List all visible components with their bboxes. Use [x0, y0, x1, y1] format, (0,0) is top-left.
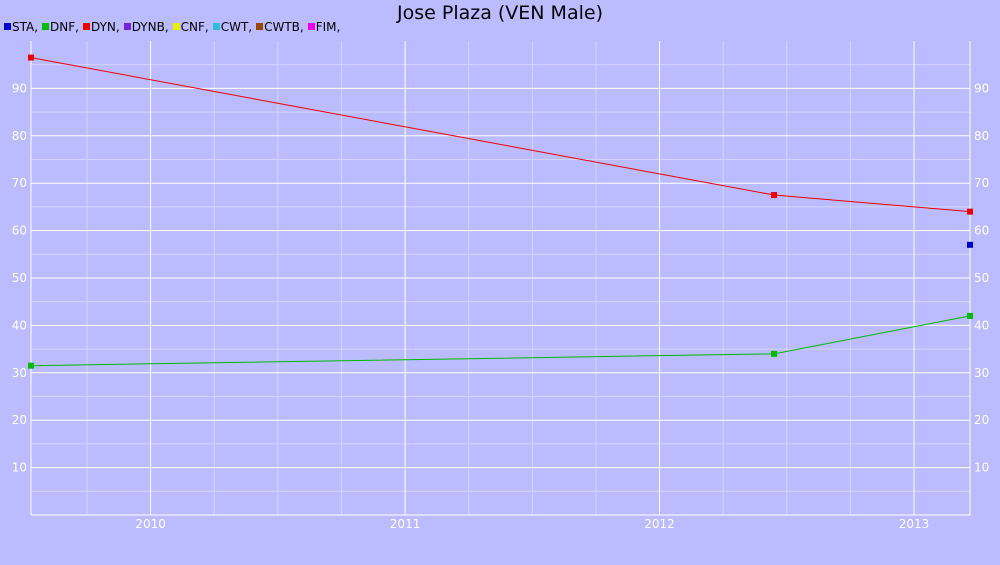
data-point-dnf	[771, 350, 778, 357]
legend-label: CWTB,	[264, 20, 304, 34]
legend-item-4: CNF,	[172, 20, 209, 34]
legend-item-6: CWTB,	[256, 20, 304, 34]
y-tick-label-right: 80	[974, 129, 989, 143]
data-point-sta	[967, 241, 973, 248]
y-tick-label-right: 50	[974, 271, 989, 285]
legend-swatch	[123, 23, 131, 30]
y-tick-label-right: 30	[974, 366, 989, 380]
y-tick-label-left: 20	[12, 413, 27, 427]
y-tick-label-right: 40	[974, 318, 989, 332]
legend-swatch	[82, 23, 90, 30]
legend-item-2: DYN,	[82, 20, 120, 34]
data-point-dnf	[28, 362, 34, 369]
x-tick-label: 2011	[390, 517, 421, 531]
legend-item-5: CWT,	[212, 20, 253, 34]
legend-swatch	[212, 23, 220, 30]
legend-item-3: DYNB,	[123, 20, 169, 34]
legend-label: FIM,	[315, 20, 341, 34]
y-tick-label-right: 60	[974, 224, 989, 238]
data-point-dyn	[967, 208, 973, 215]
legend-label: CNF,	[180, 20, 209, 34]
y-tick-label-left: 30	[12, 366, 27, 380]
x-tick-label: 2013	[899, 517, 930, 531]
legend-label: CWT,	[220, 20, 253, 34]
legend-swatch	[307, 23, 315, 30]
y-tick-label-left: 70	[12, 176, 27, 190]
data-point-dyn	[28, 54, 34, 61]
legend-label: DNF,	[50, 20, 79, 34]
y-tick-label-right: 70	[974, 176, 989, 190]
legend-label: STA,	[12, 20, 39, 34]
x-tick-label: 2010	[135, 517, 166, 531]
y-tick-label-left: 80	[12, 129, 27, 143]
legend-swatch	[4, 23, 11, 30]
legend-item-7: FIM,	[307, 20, 341, 34]
legend-swatch	[172, 23, 180, 30]
y-tick-label-left: 90	[12, 81, 27, 95]
legend-item-0: STA,	[4, 20, 38, 34]
y-tick-label-right: 20	[974, 413, 989, 427]
legend: STA, DNF, DYN, DYNB, CNF, CWT, CWTB, FIM,	[4, 20, 344, 36]
y-tick-label-left: 40	[12, 318, 27, 332]
y-tick-label-right: 10	[974, 461, 989, 475]
x-tick-label: 2012	[644, 517, 675, 531]
y-tick-label-left: 60	[12, 224, 27, 238]
y-tick-label-right: 90	[974, 81, 989, 95]
series-line-dnf	[30, 315, 971, 367]
legend-swatch	[256, 23, 264, 30]
legend-label: DYNB,	[131, 20, 169, 34]
legend-label: DYN,	[90, 20, 120, 34]
y-tick-label-left: 50	[12, 271, 27, 285]
data-point-dnf	[967, 312, 973, 319]
legend-swatch	[42, 23, 50, 30]
legend-item-1: DNF,	[42, 20, 79, 34]
y-tick-label-left: 10	[12, 461, 27, 475]
series-line-dyn	[30, 57, 971, 213]
chart-title: Jose Plaza (VEN Male)	[397, 2, 603, 24]
data-point-dyn	[771, 192, 778, 199]
